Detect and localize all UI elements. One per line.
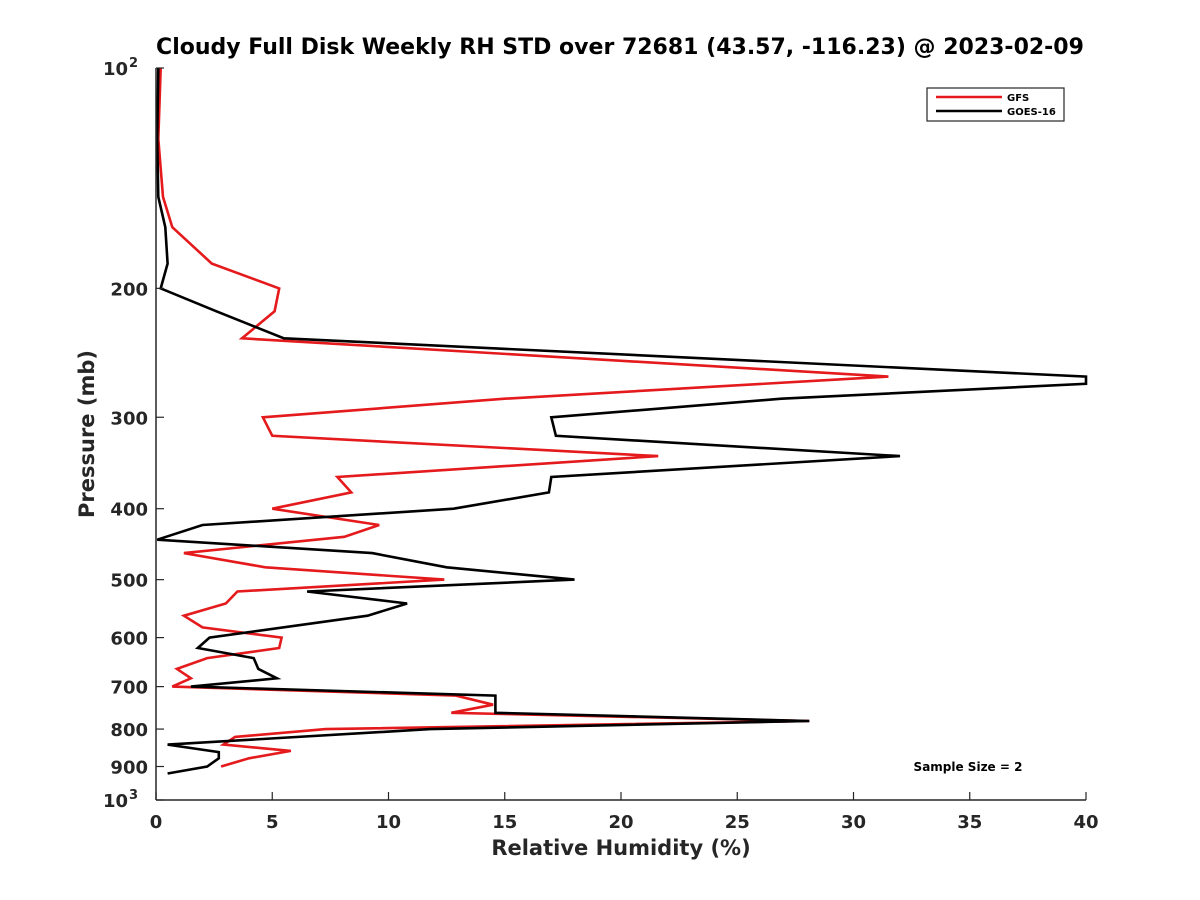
y-tick-label: 10 bbox=[103, 791, 128, 812]
x-tick-label: 10 bbox=[376, 812, 401, 833]
y-tick-label: 900 bbox=[110, 758, 148, 779]
series-layer bbox=[155, 67, 1088, 775]
x-tick-label: 40 bbox=[1073, 812, 1098, 833]
y-tick-label: 600 bbox=[110, 629, 148, 650]
y-tick-exponent: 2 bbox=[129, 56, 138, 71]
y-tick-label: 200 bbox=[110, 279, 148, 300]
y-axis-label: Pressure (mb) bbox=[75, 350, 99, 518]
x-tick-label: 20 bbox=[608, 812, 633, 833]
sample-size-annotation: Sample Size = 2 bbox=[914, 760, 1023, 774]
x-tick-label: 25 bbox=[725, 812, 750, 833]
y-tick-label: 800 bbox=[110, 720, 148, 741]
x-tick-label: 0 bbox=[150, 812, 163, 833]
legend-label-goes16: GOES-16 bbox=[1007, 107, 1056, 118]
y-tick-exponent: 3 bbox=[129, 788, 138, 803]
legend-box bbox=[926, 87, 1065, 122]
y-tick-label: 400 bbox=[110, 500, 148, 521]
x-tick-label: 15 bbox=[492, 812, 517, 833]
x-axis-label: Relative Humidity (%) bbox=[491, 836, 750, 860]
y-tick-label: 500 bbox=[110, 571, 148, 592]
x-tick-label: 35 bbox=[957, 812, 982, 833]
y-tick-label: 300 bbox=[110, 408, 148, 429]
y-tick-label: 700 bbox=[110, 678, 148, 699]
chart-title: Cloudy Full Disk Weekly RH STD over 7268… bbox=[156, 35, 1084, 60]
x-tick-label: 5 bbox=[266, 812, 279, 833]
legend: GFS GOES-16 bbox=[926, 87, 1065, 122]
x-tick-label: 30 bbox=[841, 812, 866, 833]
y-tick-label: 10 bbox=[103, 59, 128, 80]
series-line-goes-16 bbox=[155, 67, 1088, 775]
legend-label-gfs: GFS bbox=[1007, 93, 1029, 104]
x-ticks: 0 5 10 15 20 25 30 35 40 bbox=[150, 792, 1099, 833]
